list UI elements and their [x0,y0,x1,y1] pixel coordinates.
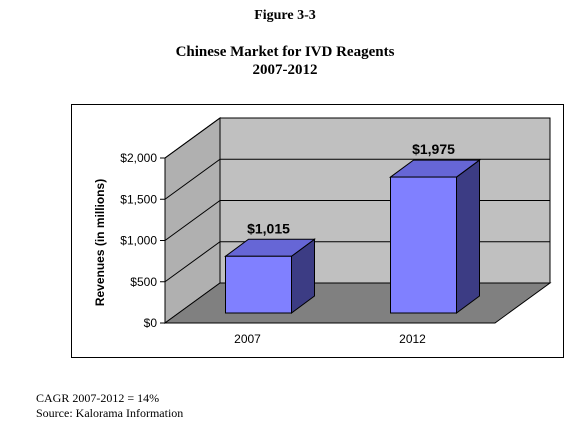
footer-notes: CAGR 2007-2012 = 14% Source: Kalorama In… [36,391,183,421]
floor [163,282,552,324]
data-label: $1,015 [247,220,290,236]
y-axis: $0 $500 $1,000 $1,500 $2,000 Revenues (in mil… [93,151,166,330]
y-tick-label: $500 [130,275,157,289]
y-axis-label: Revenues (in millions) [93,179,107,306]
bar-2007 [225,255,292,314]
chart-subtitle: 2007-2012 [252,62,318,78]
chart-title: Chinese Market for IVD Reagents [175,44,395,60]
y-tick-label: $1,500 [120,192,157,206]
source-note: Source: Kalorama Information [36,406,184,420]
bars [223,159,482,314]
figure-label: Figure 3-3 [254,8,316,23]
chart-frame [71,104,564,358]
cagr-note: CAGR 2007-2012 = 14% [36,391,160,405]
x-tick-label: 2007 [234,332,261,346]
bar-side [456,159,480,314]
x-tick-label: 2012 [399,332,426,346]
y-tick-label: $0 [144,316,158,330]
gridline [164,158,550,200]
chart-title-block: Chinese Market for IVD Reagents 2007-201… [0,43,570,79]
y-tick-label: $2,000 [120,151,157,165]
labels: $1,015 2007 $1,975 2012 [234,141,455,346]
gridline [164,117,550,159]
data-label: $1,975 [412,141,455,157]
bar-2012 [390,176,457,314]
y-tick-label: $1,000 [120,234,157,248]
chart-walls [163,117,552,324]
